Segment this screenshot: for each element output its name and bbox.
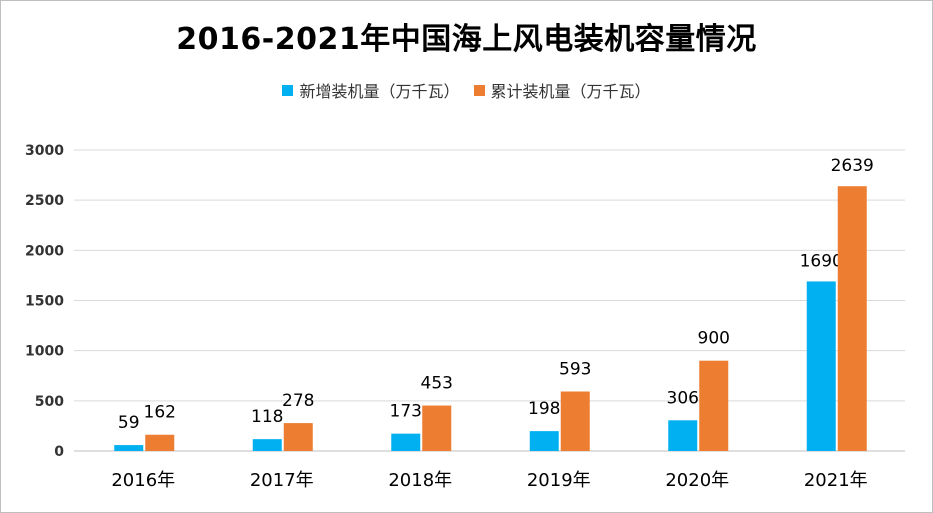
data-label-cumulative: 593: [559, 360, 591, 380]
x-tick-label: 2021年: [804, 470, 868, 491]
bar-cumulative: [145, 434, 175, 451]
bar-cumulative: [422, 405, 452, 451]
bar-new: [529, 431, 559, 451]
bar-new: [806, 281, 836, 451]
y-tick-label: 0: [54, 444, 64, 460]
x-tick-label: 2017年: [250, 470, 314, 491]
y-tick-label: 2000: [25, 243, 64, 259]
legend-label-new: 新增装机量（万千瓦）: [299, 82, 460, 101]
data-label-cumulative: 162: [144, 403, 176, 423]
legend-item-cumulative: 累计装机量（万千瓦）: [473, 78, 651, 102]
y-tick-label: 3000: [25, 143, 64, 159]
bar-cumulative: [283, 423, 313, 451]
y-tick-label: 2500: [25, 193, 64, 209]
data-label-new: 306: [667, 388, 699, 408]
data-label-new: 198: [528, 399, 560, 419]
legend: 新增装机量（万千瓦） 累计装机量（万千瓦）: [0, 78, 933, 102]
y-tick-label: 1000: [25, 344, 64, 360]
data-label-cumulative: 278: [282, 391, 314, 411]
bar-new: [114, 445, 144, 451]
y-tick-label: 1500: [25, 294, 64, 310]
legend-swatch-cumulative: [473, 84, 485, 96]
x-tick-label: 2016年: [111, 470, 175, 491]
bar-new: [391, 433, 421, 451]
bar-new: [252, 439, 282, 451]
bar-cumulative: [837, 186, 867, 451]
y-tick-label: 500: [35, 394, 64, 410]
data-label-new: 59: [118, 413, 140, 433]
data-label-new: 1690: [800, 251, 843, 271]
bar-cumulative: [699, 360, 729, 451]
data-label-new: 118: [251, 407, 283, 427]
legend-item-new: 新增装机量（万千瓦）: [282, 78, 460, 102]
data-label-new: 173: [390, 402, 422, 422]
data-label-cumulative: 453: [421, 374, 453, 394]
data-label-cumulative: 900: [698, 329, 730, 349]
x-tick-label: 2018年: [388, 470, 452, 491]
legend-label-cumulative: 累计装机量（万千瓦）: [490, 82, 651, 101]
x-tick-label: 2020年: [665, 470, 729, 491]
bar-new: [668, 420, 698, 451]
data-label-cumulative: 2639: [831, 156, 874, 176]
bar-cumulative: [560, 391, 590, 451]
chart-title: 2016-2021年中国海上风电装机容量情况: [176, 22, 757, 57]
legend-swatch-new: [282, 84, 294, 96]
x-tick-label: 2019年: [527, 470, 591, 491]
